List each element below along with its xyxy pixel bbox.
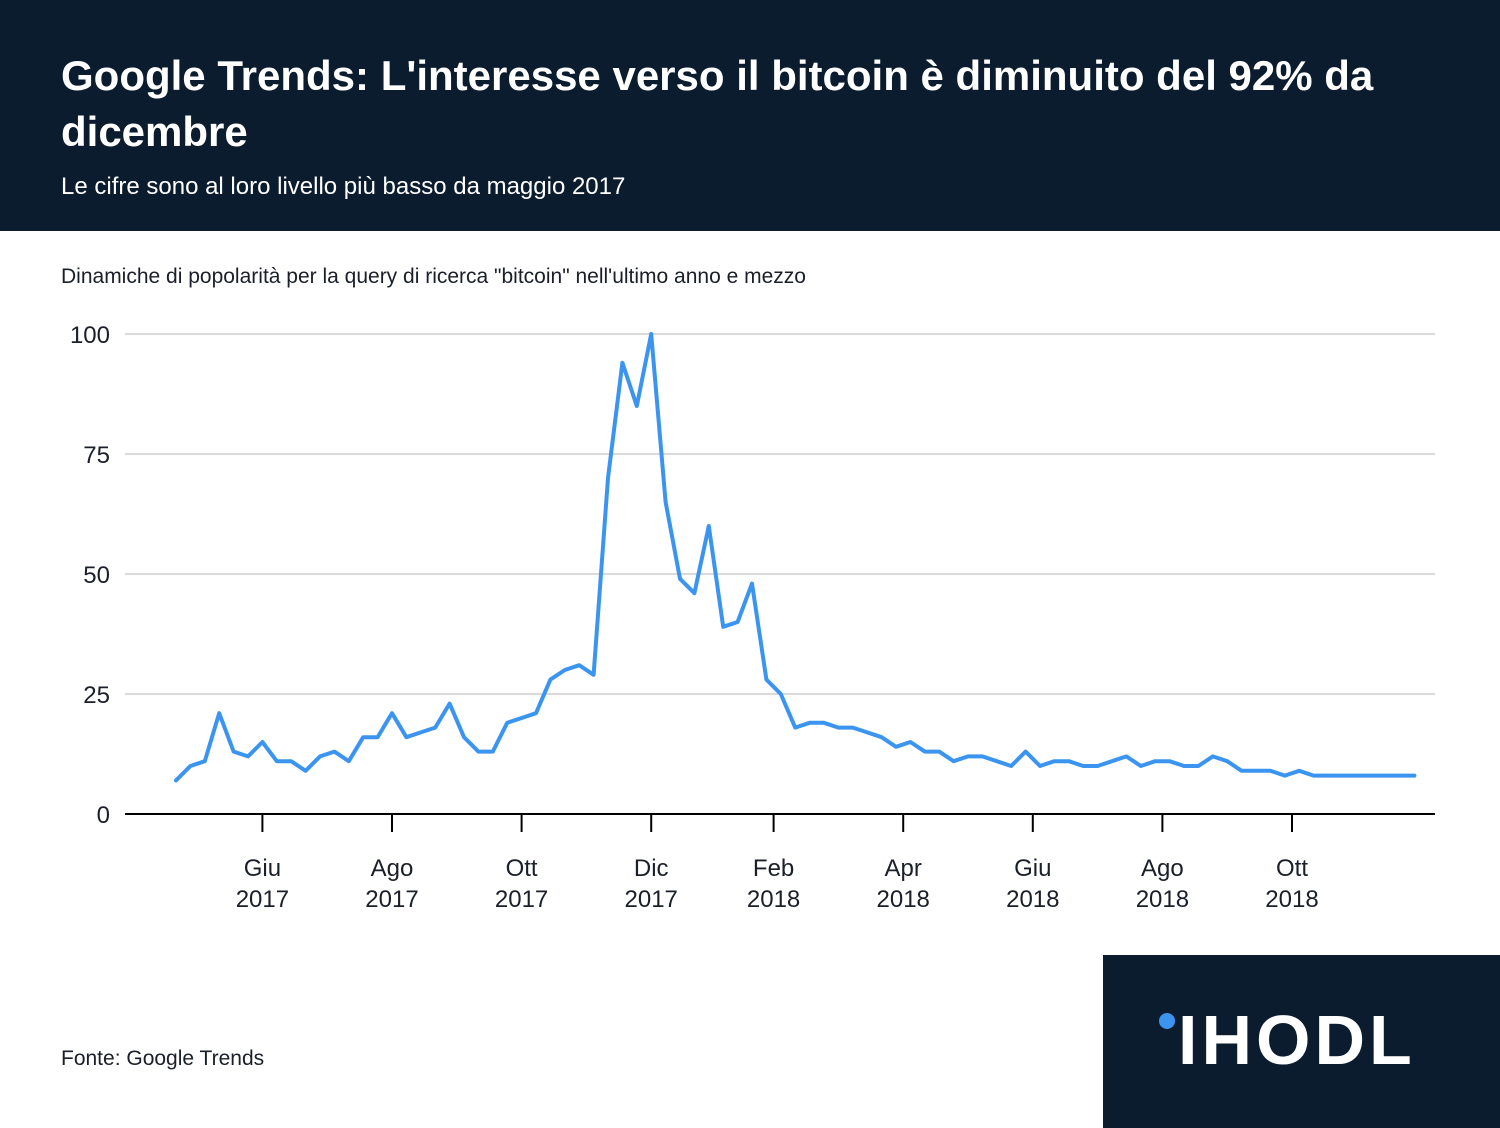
x-tick-label-year: 2018 [877, 886, 930, 913]
x-tick-label-year: 2018 [1006, 886, 1059, 913]
x-tick-label-month: Ago [371, 855, 414, 882]
x-tick-label-year: 2017 [236, 886, 289, 913]
y-tick-label: 50 [83, 562, 110, 589]
y-tick-label: 75 [83, 442, 110, 469]
page-subtitle: Le cifre sono al loro livello più basso … [61, 173, 626, 200]
x-tick-label-month: Giu [244, 855, 281, 882]
x-tick-label-year: 2018 [747, 886, 800, 913]
x-tick-label-month: Apr [885, 855, 922, 882]
logo-panel [1103, 955, 1500, 1128]
x-tick-label-month: Ott [506, 855, 538, 882]
brand-logo: IHODL [1178, 1001, 1416, 1079]
x-tick-label-month: Dic [634, 855, 669, 882]
chart-caption: Dinamiche di popolarità per la query di … [61, 265, 806, 288]
x-tick-label-month: Giu [1014, 855, 1051, 882]
source-note: Fonte: Google Trends [61, 1047, 265, 1070]
line-chart: 0 25 50 75 100 Giu 2017 Ago 2017 Ott 2017 Dic 2017 Fe… [70, 322, 1435, 913]
x-tick-label-month: Feb [753, 855, 794, 882]
y-tick-label: 25 [83, 682, 110, 709]
series-line-bitcoin [174, 332, 1417, 783]
y-tick-label: 100 [70, 322, 110, 349]
x-tick-label-month: Ago [1141, 855, 1184, 882]
page-title: Google Trends: L'interesse verso il bitc… [61, 52, 1374, 155]
x-tick-label-month: Ott [1276, 855, 1308, 882]
x-tick-label-year: 2018 [1265, 886, 1318, 913]
header: Google Trends: L'interesse verso il bitc… [0, 0, 1500, 231]
x-tick-label-year: 2017 [365, 886, 418, 913]
x-tick-label-year: 2017 [625, 886, 678, 913]
x-tick-label-year: 2017 [495, 886, 548, 913]
y-tick-label: 0 [97, 802, 110, 829]
logo-dot [1159, 1013, 1175, 1029]
x-tick-label-year: 2018 [1136, 886, 1189, 913]
